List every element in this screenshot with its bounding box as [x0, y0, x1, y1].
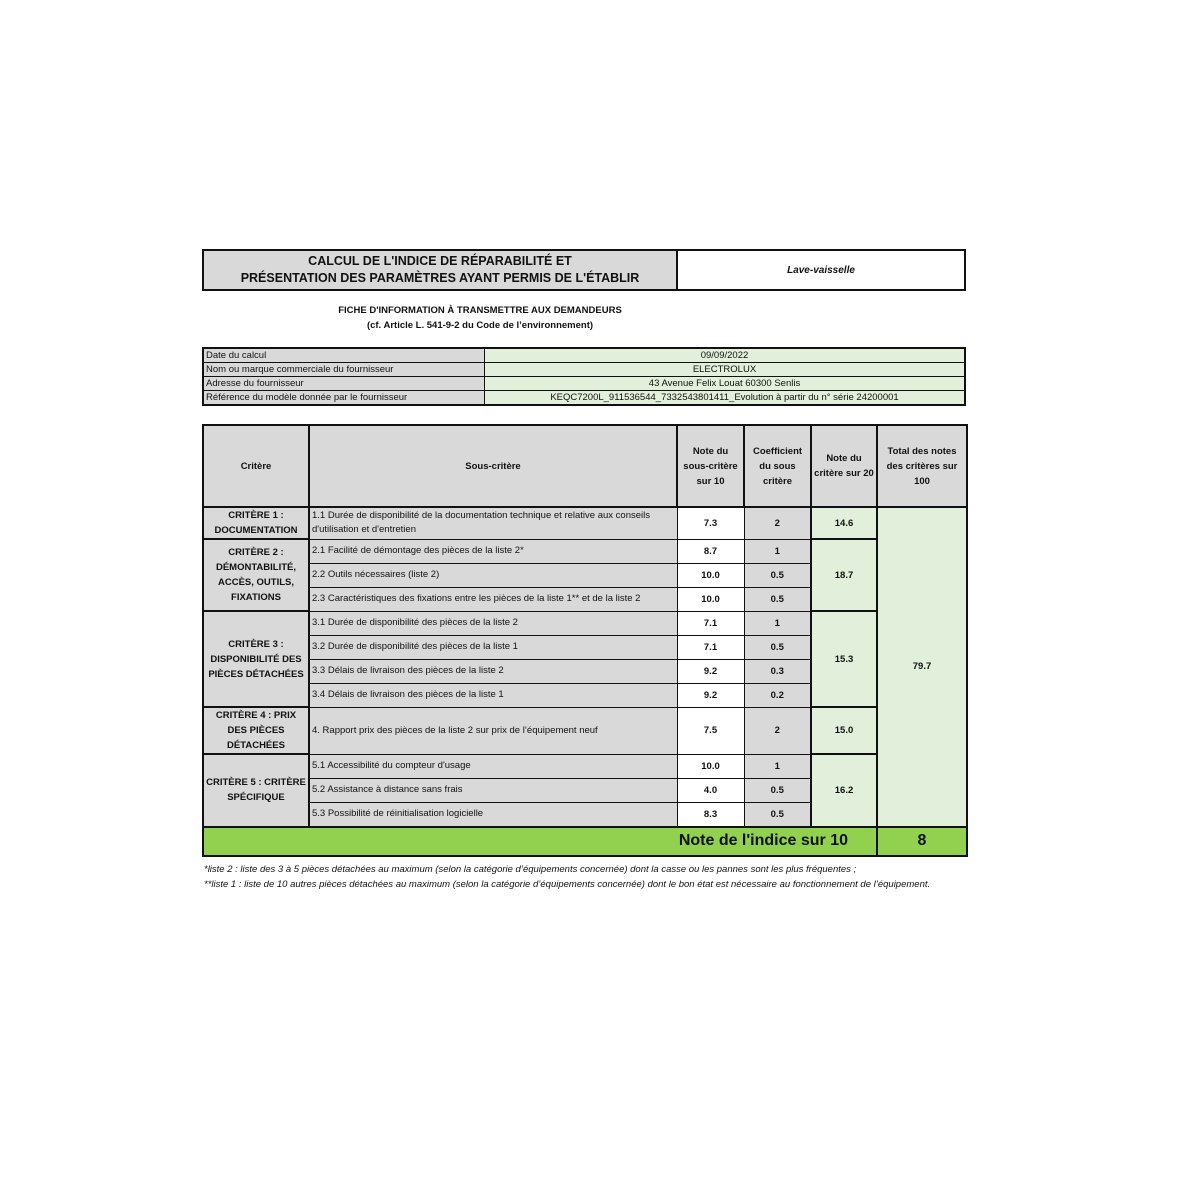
info-value: KEQC7200L_911536544_7332543801411_Evolut…	[484, 390, 966, 406]
sub-criterion-label: 3.1 Durée de disponibilité des pièces de…	[308, 610, 678, 636]
sub-criterion-note: 10.0	[676, 753, 745, 779]
column-header: Note du sous-critère sur 10	[676, 424, 745, 508]
sub-criterion-coefficient: 1	[743, 753, 812, 779]
criterion-score: 14.6	[810, 506, 878, 540]
criterion-name: CRITÈRE 1 : DOCUMENTATION	[202, 506, 310, 540]
criterion-score: 15.3	[810, 610, 878, 708]
sub-criterion-coefficient: 0.5	[743, 777, 812, 803]
info-value: 43 Avenue Felix Louat 60300 Senlis	[484, 376, 966, 391]
info-row: Nom ou marque commerciale du fournisseur…	[202, 362, 966, 377]
sub-criterion-note: 7.1	[676, 610, 745, 636]
sub-criterion-coefficient: 0.5	[743, 801, 812, 827]
sub-criterion-label: 5.1 Accessibilité du compteur d'usage	[308, 753, 678, 779]
final-row: Note de l'indice sur 10 8	[202, 825, 968, 857]
sub-criterion-label: 2.1 Facilité de démontage des pièces de …	[308, 538, 678, 564]
criterion-name: CRITÈRE 2 : DÉMONTABILITÉ, ACCÈS, OUTILS…	[202, 538, 310, 612]
column-header: Coefficient du sous critère	[743, 424, 812, 508]
table-row: 3.3 Délais de livraison des pièces de la…	[203, 658, 967, 684]
table-row: CRITÈRE 4 : PRIX DES PIÈCES DÉTACHÉES 4. …	[202, 706, 967, 755]
sub-criterion-note: 10.0	[676, 562, 745, 588]
sub-criterion-label: 3.4 Délais de livraison des pièces de la…	[308, 682, 678, 708]
info-value: ELECTROLUX	[484, 362, 966, 377]
column-header: Total des notes des critères sur 100	[876, 424, 968, 508]
fiche-line-2: (cf. Article L. 541-9-2 du Code de l’env…	[366, 320, 594, 331]
sub-criterion-label: 2.2 Outils nécessaires (liste 2)	[308, 562, 678, 588]
final-index-value: 8	[876, 825, 968, 857]
info-row: Adresse du fournisseur 43 Avenue Felix Lo…	[202, 376, 966, 391]
info-label: Adresse du fournisseur	[202, 376, 485, 391]
sub-criterion-note: 9.2	[676, 658, 745, 684]
sub-criterion-coefficient: 0.5	[743, 634, 812, 660]
criterion-name: CRITÈRE 5 : CRITÈRE SPÉCIFIQUE	[202, 753, 310, 828]
product-category: Lave-vaisselle	[787, 264, 855, 276]
sub-criterion-label: 1.1 Durée de disponibilité de la documen…	[308, 506, 678, 540]
sub-criterion-note: 8.7	[676, 538, 745, 564]
table-row: 3.4 Délais de livraison des pièces de la…	[203, 682, 967, 708]
sub-criterion-coefficient: 0.3	[743, 658, 812, 684]
info-label: Référence du modèle donnée par le fourni…	[202, 390, 485, 406]
total-score: 79.7	[876, 506, 968, 828]
sub-criterion-coefficient: 0.2	[743, 682, 812, 708]
column-header: Critère	[202, 424, 310, 508]
sub-criterion-coefficient: 2	[743, 706, 812, 755]
sub-criterion-note: 7.3	[676, 506, 745, 540]
sub-criterion-coefficient: 0.5	[743, 562, 812, 588]
sub-criterion-note: 7.1	[676, 634, 745, 660]
column-header: Note du critère sur 20	[810, 424, 878, 508]
table-row: CRITÈRE 1 : DOCUMENTATION 1.1 Durée de di…	[202, 506, 968, 828]
header-row: Critère Sous-critère Note du sous-critère …	[202, 424, 968, 508]
table-row: 5.3 Possibilité de réinitialisation logi…	[203, 801, 967, 827]
info-row: Date du calcul 09/09/2022	[202, 347, 966, 363]
criterion-name: CRITÈRE 4 : PRIX DES PIÈCES DÉTACHÉES	[202, 706, 310, 755]
sub-criterion-label: 3.2 Durée de disponibilité des pièces de…	[308, 634, 678, 660]
title-box: CALCUL DE L'INDICE DE RÉPARABILITÉ ET PR…	[202, 249, 966, 291]
table-row: 3.2 Durée de disponibilité des pièces de…	[203, 634, 967, 660]
sub-criterion-label: 3.3 Délais de livraison des pièces de la…	[308, 658, 678, 684]
sub-criterion-label: 5.2 Assistance à distance sans frais	[308, 777, 678, 803]
page-title: CALCUL DE L'INDICE DE RÉPARABILITÉ ET PR…	[204, 251, 678, 289]
fiche-line-1: FICHE D'INFORMATION À TRANSMETTRE AUX DE…	[338, 305, 622, 316]
sub-criterion-note: 8.3	[676, 801, 745, 827]
title-line-1: CALCUL DE L'INDICE DE RÉPARABILITÉ ET	[308, 254, 572, 268]
sub-criterion-label: 5.3 Possibilité de réinitialisation logi…	[308, 801, 678, 827]
sub-criterion-label: 2.3 Caractéristiques des fixations entre…	[308, 586, 678, 612]
criterion-score: 16.2	[810, 753, 878, 828]
sub-criterion-note: 9.2	[676, 682, 745, 708]
repairability-table: Critère Sous-critère Note du sous-critère …	[202, 424, 968, 857]
sub-criterion-coefficient: 1	[743, 610, 812, 636]
footnote-liste-2: *liste 2 : liste des 3 à 5 pièces détach…	[204, 864, 857, 875]
sub-criterion-label: 4. Rapport prix des pièces de la liste 2…	[308, 706, 678, 755]
info-label: Date du calcul	[202, 347, 485, 363]
footnote-liste-1: **liste 1 : liste de 10 autres pièces dé…	[204, 879, 931, 890]
column-header: Sous-critère	[308, 424, 678, 508]
table-row: 5.2 Assistance à distance sans frais 4.0 0…	[203, 777, 967, 803]
sub-criterion-coefficient: 1	[743, 538, 812, 564]
sub-criterion-coefficient: 2	[743, 506, 812, 540]
fiche-heading: FICHE D'INFORMATION À TRANSMETTRE AUX DE…	[202, 303, 758, 333]
table-row: 2.3 Caractéristiques des fixations entre…	[203, 586, 967, 612]
table-row: CRITÈRE 3 : DISPONIBILITÉ DES PIÈCES DÉT…	[202, 610, 967, 708]
sub-criterion-note: 7.5	[676, 706, 745, 755]
criterion-score: 15.0	[810, 706, 878, 755]
sub-criterion-note: 10.0	[676, 586, 745, 612]
criterion-name: CRITÈRE 3 : DISPONIBILITÉ DES PIÈCES DÉT…	[202, 610, 310, 708]
title-line-2: PRÉSENTATION DES PARAMÈTRES AYANT PERMIS…	[240, 271, 640, 285]
table-row: CRITÈRE 5 : CRITÈRE SPÉCIFIQUE 5.1 Access…	[202, 753, 967, 828]
table-row: CRITÈRE 2 : DÉMONTABILITÉ, ACCÈS, OUTILS…	[202, 538, 967, 612]
criterion-score: 18.7	[810, 538, 878, 612]
info-row: Référence du modèle donnée par le fourni…	[202, 390, 966, 406]
sub-criterion-coefficient: 0.5	[743, 586, 812, 612]
info-label: Nom ou marque commerciale du fournisseur	[202, 362, 485, 377]
table-row: 2.2 Outils nécessaires (liste 2) 10.0 0.5	[203, 562, 967, 588]
sub-criterion-note: 4.0	[676, 777, 745, 803]
supplier-info-table: Date du calcul 09/09/2022 Nom ou marque co…	[202, 347, 966, 406]
info-value: 09/09/2022	[484, 347, 966, 363]
final-index-label: Note de l'indice sur 10	[202, 825, 878, 857]
footnotes: *liste 2 : liste des 3 à 5 pièces détach…	[204, 862, 964, 892]
